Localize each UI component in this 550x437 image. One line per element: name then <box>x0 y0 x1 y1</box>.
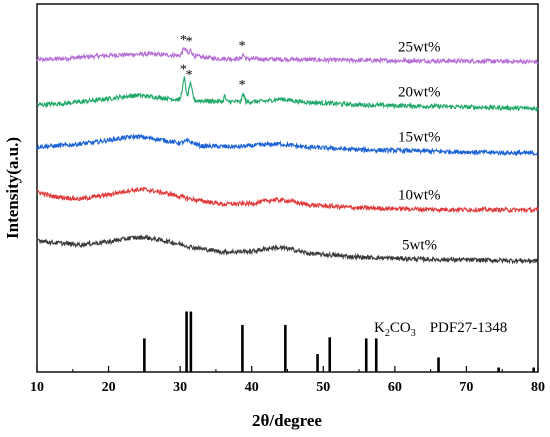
series-label-20wtpct: 20wt% <box>398 85 441 101</box>
reference-compound-co: CO <box>390 320 411 336</box>
x-tick-label: 30 <box>173 380 187 395</box>
series-labels: 25wt% 20wt% 15wt% 10wt% 5wt% <box>398 40 441 254</box>
peak-marker-star: * <box>239 39 246 54</box>
x-tick-label: 40 <box>245 380 259 395</box>
series-line-20wtpct <box>36 76 539 112</box>
series-line-25wtpct <box>36 46 539 65</box>
x-axis-title: 2θ/degree <box>252 411 322 430</box>
peak-marker-star: * <box>180 33 187 48</box>
x-axis-ticks: 10 20 30 40 50 60 70 80 <box>30 366 545 395</box>
series-label-25wtpct: 25wt% <box>398 40 441 56</box>
x-tick-label: 70 <box>459 380 473 395</box>
x-tick-label: 20 <box>102 380 116 395</box>
peak-marker-star: * <box>239 78 246 93</box>
series-label-10wtpct: 10wt% <box>398 188 441 204</box>
reference-compound-sub2: 2 <box>385 328 390 339</box>
x-tick-label: 80 <box>531 380 545 395</box>
reference-label: K2CO3 PDF27-1348 <box>374 320 507 339</box>
x-tick-label: 50 <box>316 380 330 395</box>
y-axis-title: Intensity(a.u.) <box>3 137 22 239</box>
reference-compound-sub3: 3 <box>411 328 416 339</box>
peak-marker-star: * <box>186 35 193 50</box>
series-line-15wtpct <box>36 133 539 157</box>
peak-marker-star: * <box>186 68 193 83</box>
series-label-5wtpct: 5wt% <box>402 237 437 253</box>
reference-compound-k: K <box>374 320 385 336</box>
x-tick-label: 60 <box>388 380 402 395</box>
series-line-10wtpct <box>36 185 539 214</box>
series-label-15wtpct: 15wt% <box>398 129 441 145</box>
x-tick-label: 10 <box>30 380 44 395</box>
reference-pattern <box>143 311 536 372</box>
reference-pdf: PDF27-1348 <box>430 320 508 336</box>
series-line-5wtpct <box>36 233 539 265</box>
series-layer <box>36 46 539 265</box>
peak-marker-star: * <box>180 63 187 78</box>
peak-markers: ** **** <box>180 33 246 93</box>
